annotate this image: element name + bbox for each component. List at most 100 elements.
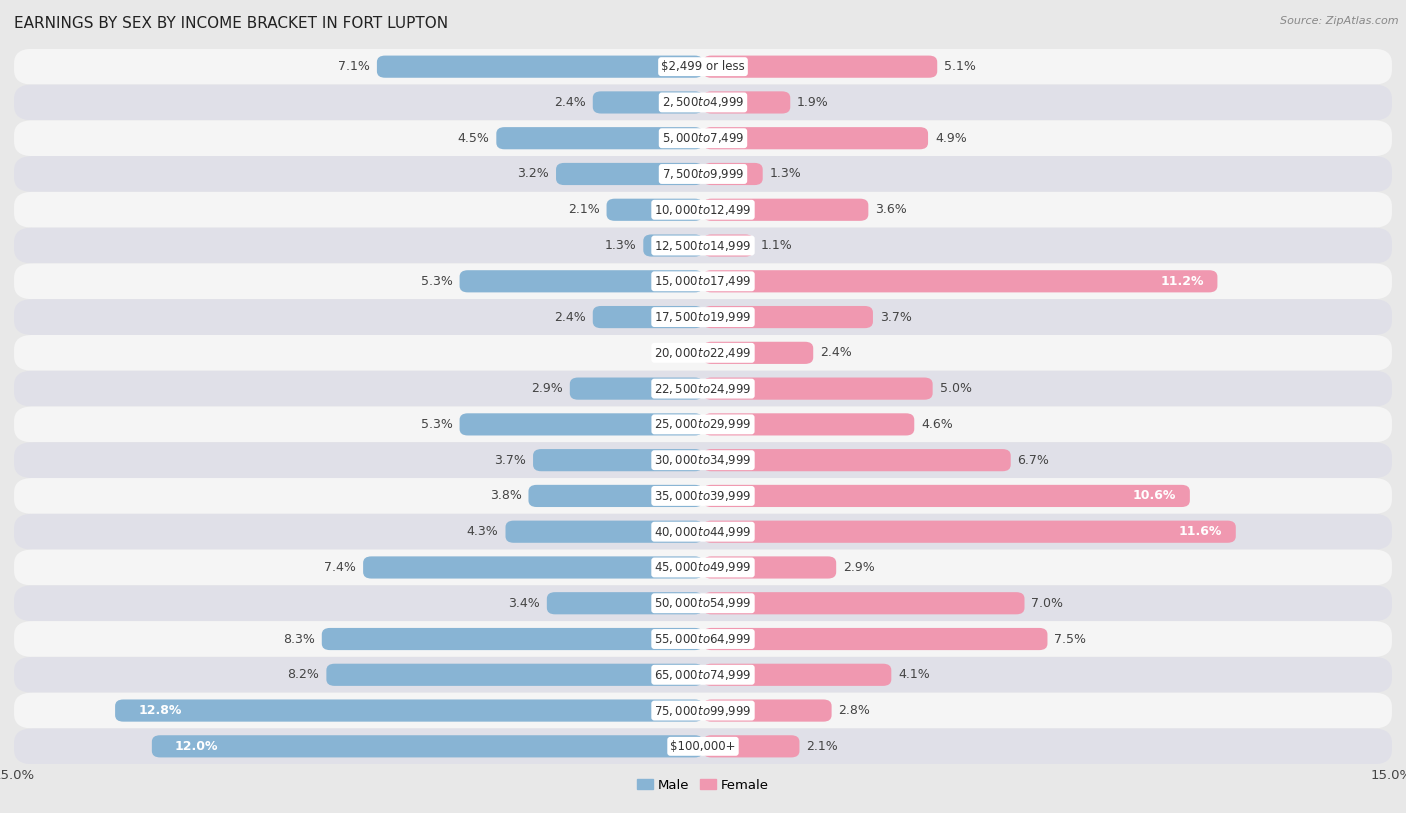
Text: 2.9%: 2.9%	[531, 382, 562, 395]
FancyBboxPatch shape	[703, 91, 790, 114]
FancyBboxPatch shape	[703, 55, 938, 78]
FancyBboxPatch shape	[703, 198, 869, 221]
FancyBboxPatch shape	[703, 377, 932, 400]
FancyBboxPatch shape	[593, 306, 703, 328]
FancyBboxPatch shape	[703, 699, 831, 722]
Text: 4.5%: 4.5%	[457, 132, 489, 145]
Text: 12.8%: 12.8%	[138, 704, 181, 717]
Text: 2.1%: 2.1%	[568, 203, 599, 216]
Text: $5,000 to $7,499: $5,000 to $7,499	[662, 131, 744, 146]
Text: $12,500 to $14,999: $12,500 to $14,999	[654, 238, 752, 253]
FancyBboxPatch shape	[326, 663, 703, 686]
FancyBboxPatch shape	[703, 127, 928, 150]
Text: 7.1%: 7.1%	[337, 60, 370, 73]
Text: 10.6%: 10.6%	[1133, 489, 1175, 502]
Text: 4.1%: 4.1%	[898, 668, 929, 681]
Text: 4.6%: 4.6%	[921, 418, 953, 431]
FancyBboxPatch shape	[547, 592, 703, 615]
FancyBboxPatch shape	[703, 735, 800, 758]
FancyBboxPatch shape	[14, 657, 1392, 693]
FancyBboxPatch shape	[533, 449, 703, 472]
FancyBboxPatch shape	[506, 520, 703, 543]
Text: 4.3%: 4.3%	[467, 525, 499, 538]
FancyBboxPatch shape	[152, 735, 703, 758]
Text: $35,000 to $39,999: $35,000 to $39,999	[654, 489, 752, 503]
FancyBboxPatch shape	[703, 663, 891, 686]
FancyBboxPatch shape	[14, 693, 1392, 728]
Text: $7,500 to $9,999: $7,500 to $9,999	[662, 167, 744, 181]
Text: 4.9%: 4.9%	[935, 132, 967, 145]
FancyBboxPatch shape	[460, 413, 703, 436]
FancyBboxPatch shape	[569, 377, 703, 400]
Text: 8.3%: 8.3%	[283, 633, 315, 646]
FancyBboxPatch shape	[14, 192, 1392, 228]
Text: 3.8%: 3.8%	[489, 489, 522, 502]
Text: 6.7%: 6.7%	[1018, 454, 1049, 467]
FancyBboxPatch shape	[14, 156, 1392, 192]
FancyBboxPatch shape	[703, 628, 1047, 650]
Text: 1.3%: 1.3%	[769, 167, 801, 180]
FancyBboxPatch shape	[703, 449, 1011, 472]
FancyBboxPatch shape	[14, 299, 1392, 335]
FancyBboxPatch shape	[460, 270, 703, 293]
FancyBboxPatch shape	[703, 270, 1218, 293]
FancyBboxPatch shape	[703, 341, 813, 364]
FancyBboxPatch shape	[593, 91, 703, 114]
Text: 3.2%: 3.2%	[517, 167, 550, 180]
FancyBboxPatch shape	[703, 306, 873, 328]
Text: 3.7%: 3.7%	[880, 311, 911, 324]
Text: 5.1%: 5.1%	[945, 60, 976, 73]
FancyBboxPatch shape	[606, 198, 703, 221]
Text: 1.3%: 1.3%	[605, 239, 637, 252]
FancyBboxPatch shape	[555, 163, 703, 185]
FancyBboxPatch shape	[115, 699, 703, 722]
Text: 2.1%: 2.1%	[807, 740, 838, 753]
FancyBboxPatch shape	[703, 556, 837, 579]
FancyBboxPatch shape	[14, 585, 1392, 621]
Text: 11.6%: 11.6%	[1178, 525, 1222, 538]
FancyBboxPatch shape	[14, 442, 1392, 478]
Legend: Male, Female: Male, Female	[631, 773, 775, 797]
FancyBboxPatch shape	[14, 49, 1392, 85]
Text: 5.3%: 5.3%	[420, 418, 453, 431]
Text: 7.4%: 7.4%	[325, 561, 356, 574]
Text: $20,000 to $22,499: $20,000 to $22,499	[654, 346, 752, 360]
FancyBboxPatch shape	[322, 628, 703, 650]
Text: $25,000 to $29,999: $25,000 to $29,999	[654, 417, 752, 432]
FancyBboxPatch shape	[377, 55, 703, 78]
Text: 3.7%: 3.7%	[495, 454, 526, 467]
Text: $40,000 to $44,999: $40,000 to $44,999	[654, 524, 752, 539]
FancyBboxPatch shape	[14, 621, 1392, 657]
FancyBboxPatch shape	[496, 127, 703, 150]
Text: 2.9%: 2.9%	[844, 561, 875, 574]
Text: 5.0%: 5.0%	[939, 382, 972, 395]
FancyBboxPatch shape	[14, 335, 1392, 371]
Text: 3.6%: 3.6%	[875, 203, 907, 216]
FancyBboxPatch shape	[644, 234, 703, 257]
Text: 12.0%: 12.0%	[174, 740, 218, 753]
FancyBboxPatch shape	[703, 413, 914, 436]
FancyBboxPatch shape	[14, 120, 1392, 156]
Text: $2,499 or less: $2,499 or less	[661, 60, 745, 73]
FancyBboxPatch shape	[14, 263, 1392, 299]
Text: $45,000 to $49,999: $45,000 to $49,999	[654, 560, 752, 575]
Text: $15,000 to $17,499: $15,000 to $17,499	[654, 274, 752, 289]
Text: 1.1%: 1.1%	[761, 239, 792, 252]
FancyBboxPatch shape	[14, 514, 1392, 550]
Text: $10,000 to $12,499: $10,000 to $12,499	[654, 202, 752, 217]
Text: Source: ZipAtlas.com: Source: ZipAtlas.com	[1281, 16, 1399, 26]
FancyBboxPatch shape	[14, 371, 1392, 406]
FancyBboxPatch shape	[14, 478, 1392, 514]
Text: $50,000 to $54,999: $50,000 to $54,999	[654, 596, 752, 611]
FancyBboxPatch shape	[703, 520, 1236, 543]
Text: $55,000 to $64,999: $55,000 to $64,999	[654, 632, 752, 646]
Text: 2.8%: 2.8%	[838, 704, 870, 717]
Text: $2,500 to $4,999: $2,500 to $4,999	[662, 95, 744, 110]
Text: $75,000 to $99,999: $75,000 to $99,999	[654, 703, 752, 718]
FancyBboxPatch shape	[14, 550, 1392, 585]
Text: $22,500 to $24,999: $22,500 to $24,999	[654, 381, 752, 396]
FancyBboxPatch shape	[529, 485, 703, 507]
Text: 8.2%: 8.2%	[288, 668, 319, 681]
FancyBboxPatch shape	[703, 163, 762, 185]
FancyBboxPatch shape	[703, 485, 1189, 507]
